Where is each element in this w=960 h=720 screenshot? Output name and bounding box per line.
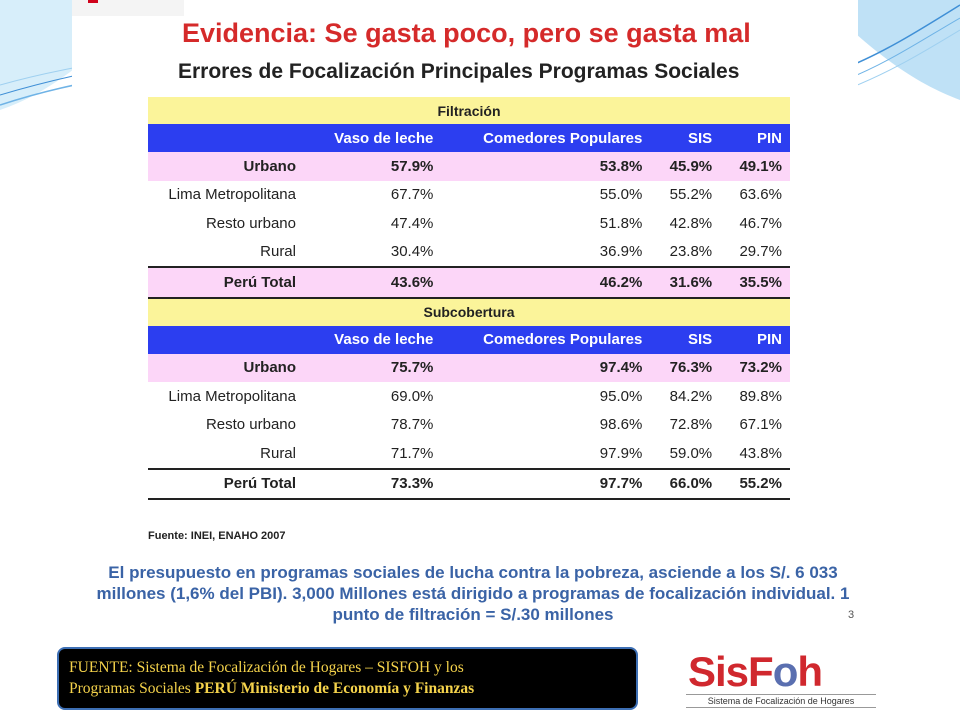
row-label: Perú Total (148, 266, 304, 299)
row-label: Resto urbano (205, 214, 296, 232)
table-cell: 73.3% (304, 467, 442, 500)
column-header: PIN (720, 325, 790, 354)
footer-line-2-regular: Programas Sociales (69, 680, 195, 697)
table-cell: 75.7% (304, 353, 442, 382)
column-header-row: Vaso de leche Comedores Populares SIS PI… (148, 325, 790, 354)
table-cell: 67.1% (739, 416, 782, 434)
table-cell: 76.3% (650, 353, 721, 382)
footer-line-2: Programas Sociales PERÚ Ministerio de Ec… (69, 678, 626, 699)
table-cell: 98.6% (599, 416, 643, 434)
row-label: Perú Total (148, 467, 304, 500)
row-label: Urbano (148, 152, 304, 181)
table-cell: 67.7% (390, 186, 434, 204)
table-cell: 55.0% (599, 186, 643, 204)
section-header-row: Subcobertura (148, 297, 790, 326)
table-cell: 43.6% (304, 266, 442, 299)
row-label: Rural (260, 444, 296, 462)
budget-summary-text: El presupuesto en programas sociales de … (96, 563, 850, 624)
table-cell: 51.8% (599, 214, 643, 232)
column-header-empty (148, 124, 304, 152)
table-cell: 42.8% (669, 214, 713, 232)
focalization-table: Filtración Vaso de leche Comedores Popul… (148, 97, 790, 500)
column-header-empty (148, 325, 304, 354)
column-header: Vaso de leche (304, 325, 442, 354)
column-header: PIN (720, 124, 790, 152)
table-row-total: Perú Total 73.3% 97.7% 66.0% 55.2% (148, 467, 790, 500)
table-cell: 47.4% (390, 214, 434, 232)
logo-word-part: F (748, 648, 774, 695)
table-cell: 53.8% (441, 152, 651, 181)
table-cell: 46.7% (739, 214, 782, 232)
table-cell: 97.9% (599, 444, 643, 462)
column-header: Vaso de leche (304, 124, 442, 152)
table-cell: 97.7% (441, 467, 651, 500)
table-cell: 31.6% (650, 266, 721, 299)
table-cell: 84.2% (669, 387, 713, 405)
table-cell: 97.4% (441, 353, 651, 382)
logo-house-icon: o (772, 648, 799, 695)
table-cell: 69.0% (390, 387, 434, 405)
footer-line-2-bold: PERÚ Ministerio de Economía y Finanzas (194, 680, 475, 697)
table-row: Resto urbano 47.4% 51.8% 42.8% 46.7% (148, 209, 790, 238)
section-header-row: Filtración (148, 97, 790, 124)
table-cell: 29.7% (739, 243, 782, 261)
sisfoh-logo: SisFoh Sistema de Focalización de Hogare… (670, 646, 882, 714)
table-cell: 46.2% (441, 266, 651, 299)
table-cell: 45.9% (650, 152, 721, 181)
table-cell: 35.5% (720, 266, 790, 299)
table-cell: 36.9% (599, 243, 643, 261)
slide-image: Evidencia: Se gasta poco, pero se gasta … (72, 0, 858, 645)
table-cell: 95.0% (599, 387, 643, 405)
table-row: Lima Metropolitana 67.7% 55.0% 55.2% 63.… (148, 181, 790, 210)
table-cell: 57.9% (304, 152, 442, 181)
column-header: Comedores Populares (441, 124, 651, 152)
column-header: SIS (650, 124, 721, 152)
table-row: Rural 71.7% 97.9% 59.0% 43.8% (148, 439, 790, 469)
column-header-row: Vaso de leche Comedores Populares SIS PI… (148, 124, 790, 152)
section-title: Subcobertura (148, 297, 790, 326)
logo-tagline: Sistema de Focalización de Hogares (686, 694, 876, 708)
logo-mark (88, 0, 98, 3)
table-cell: 72.8% (669, 416, 713, 434)
table-row: Rural 30.4% 36.9% 23.8% 29.7% (148, 238, 790, 268)
source-note: Fuente: INEI, ENAHO 2007 (148, 530, 286, 542)
table-row: Lima Metropolitana 69.0% 95.0% 84.2% 89.… (148, 382, 790, 411)
row-label: Rural (260, 243, 296, 261)
footer-source-box: FUENTE: Sistema de Focalización de Hogar… (57, 647, 638, 710)
table-cell: 23.8% (669, 243, 713, 261)
column-header: SIS (650, 325, 721, 354)
table-cell: 66.0% (650, 467, 721, 500)
table-cell: 71.7% (390, 444, 434, 462)
table-row: Urbano 57.9% 53.8% 45.9% 49.1% (148, 152, 790, 181)
table-cell: 55.2% (669, 186, 713, 204)
table-cell: 78.7% (390, 416, 434, 434)
slide-title: Evidencia: Se gasta poco, pero se gasta … (182, 18, 751, 48)
row-label: Lima Metropolitana (168, 186, 296, 204)
table-cell: 49.1% (720, 152, 790, 181)
sisfoh-wordmark: SisFoh (688, 648, 823, 696)
row-label: Urbano (148, 353, 304, 382)
table-row-total: Perú Total 43.6% 46.2% 31.6% 35.5% (148, 266, 790, 299)
page-number: 3 (848, 609, 855, 621)
table-cell: 73.2% (720, 353, 790, 382)
table-cell: 55.2% (720, 467, 790, 500)
table-row: Resto urbano 78.7% 98.6% 72.8% 67.1% (148, 411, 790, 440)
table-row: Urbano 75.7% 97.4% 76.3% 73.2% (148, 353, 790, 382)
table-cell: 43.8% (739, 444, 782, 462)
footer-line-1: FUENTE: Sistema de Focalización de Hogar… (69, 659, 464, 676)
table-cell: 89.8% (739, 387, 782, 405)
logo-word-part: h (797, 648, 823, 695)
table-cell: 30.4% (390, 243, 434, 261)
table-cell: 59.0% (669, 444, 713, 462)
logo-word-part: Sis (688, 648, 749, 695)
slide-subtitle: Errores de Focalización Principales Prog… (178, 60, 740, 83)
row-label: Lima Metropolitana (168, 387, 296, 405)
column-header: Comedores Populares (441, 325, 651, 354)
table-cell: 63.6% (739, 186, 782, 204)
section-title: Filtración (148, 97, 790, 124)
row-label: Resto urbano (205, 416, 296, 434)
top-logo-strip (72, 0, 184, 16)
